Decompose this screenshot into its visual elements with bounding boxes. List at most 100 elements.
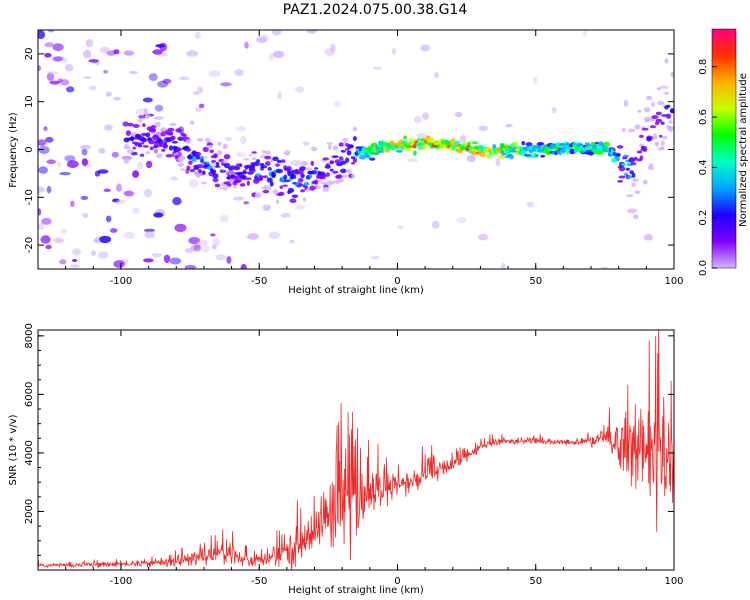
noise-blob [88,59,99,63]
noise-blob [241,264,247,273]
colorbar-label: Normalized spectral amplitude [738,73,749,227]
ridge-blob [247,181,250,186]
noise-blob [189,179,199,187]
noise-blob [501,263,506,269]
noise-blob [643,234,653,241]
ridge-blob [671,72,674,77]
noise-blob [174,224,186,232]
ridge-blob [492,144,496,148]
ridge-blob [224,154,231,159]
noise-blob [455,112,463,117]
noise-blob [220,82,232,86]
noise-blob [243,201,249,204]
noise-blob [71,264,80,267]
snr-y-label: SNR (10 * v/v) [8,414,19,485]
ridge-blob [300,173,304,178]
ridge-blob [252,151,257,154]
noise-blob [269,232,281,239]
noise-blob [660,86,669,89]
ridge-blob [202,171,205,175]
ridge-blob [336,174,343,178]
ridge-blob [261,165,267,168]
noise-blob [129,71,138,74]
noise-blob [627,209,637,214]
ridge-blob [622,128,626,132]
ridge-blob [265,151,271,155]
ridge-blob [284,150,291,155]
noise-blob [397,225,404,229]
ridge-blob [124,158,130,163]
ridge-blob [305,167,312,170]
ridge-blob [154,122,161,127]
spectrogram-x-tick-label: 100 [664,276,683,287]
ridge-blob [643,146,647,152]
ridge-blob [333,171,339,174]
snr-y-tick-label: 8000 [24,323,35,348]
noise-blob [296,205,306,210]
ridge-blob [271,173,276,178]
snr-x-tick-label: -100 [110,576,133,587]
noise-blob [93,239,98,244]
ridge-blob [287,166,292,171]
ridge-blob [206,145,213,148]
snr-x-label: Height of straight line (km) [288,585,424,596]
ridge-blob [655,141,659,146]
ridge-blob [353,136,357,141]
noise-blob [95,171,100,177]
noise-blob [154,117,165,120]
ridge-blob [653,133,657,138]
ridge-blob [197,138,204,142]
ridge-blob [322,173,327,179]
noise-blob [64,155,75,161]
ridge-blob [179,156,185,160]
ridge-blob [472,141,478,144]
ridge-blob [408,138,413,141]
ridge-blob [195,152,201,156]
noise-blob [583,31,587,36]
noise-blob [195,32,201,39]
noise-blob [233,197,244,201]
ridge-blob [661,146,665,150]
ridge-blob [200,156,203,159]
noise-blob [34,186,45,193]
noise-blob [195,107,201,112]
noise-blob [60,229,67,234]
ridge-blob [242,171,248,174]
ridge-blob [423,145,427,151]
ridge-blob [540,155,545,158]
ridge-blob [196,156,201,160]
noise-blob [116,184,122,192]
noise-blob [116,200,126,204]
ridge-blob [213,178,219,182]
ridge-blob [316,185,321,189]
snr-x-tick-label: 100 [664,576,683,587]
ridge-blob [326,172,330,177]
noise-blob [324,48,334,56]
noise-blob [203,156,208,160]
ridge-blob [340,169,346,174]
ridge-blob [339,178,344,181]
ridge-blob [186,166,190,171]
noise-blob [45,137,54,143]
ridge-blob [330,161,334,165]
noise-blob [47,186,52,194]
noise-blob [72,248,81,255]
ridge-blob [138,144,142,147]
noise-blob [213,238,220,246]
ridge-blob [252,157,257,160]
ridge-blob [138,119,143,123]
ridge-blob [245,177,252,180]
noise-blob [137,162,144,169]
ridge-blob [190,121,195,125]
noise-blob [281,213,291,218]
ridge-blob [186,149,192,152]
ridge-blob [366,155,370,158]
noise-blob [80,145,91,149]
noise-blob [59,172,71,175]
ridge-blob [130,136,134,141]
ridge-blob [298,178,304,182]
noise-blob [143,98,153,103]
ridge-blob [347,150,352,155]
figure-canvas: -100 -50 0 50 100-20-1001020 Height of strai… [0,0,750,600]
